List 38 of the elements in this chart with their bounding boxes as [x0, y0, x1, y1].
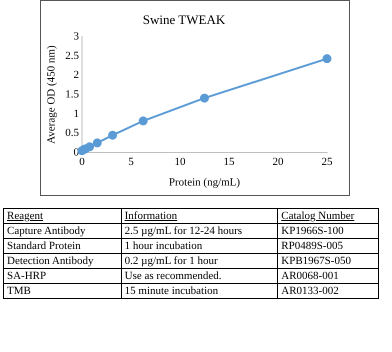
chart-title: Swine TWEAK: [142, 12, 226, 28]
point: [85, 142, 94, 152]
y-tick-label: 2.5: [65, 50, 80, 62]
text: RP0489S-005: [278, 238, 378, 254]
text: TMB: [4, 284, 122, 298]
x-tick-label: 10: [174, 156, 186, 168]
text: 0.2 µg/mL for 1 hour: [121, 254, 278, 268]
text: AR0068-001: [278, 268, 378, 284]
y-tick-label: 1: [73, 108, 79, 120]
x-axis-title: Protein (ng/mL): [168, 176, 240, 188]
text: Use as recommended.: [121, 268, 278, 284]
point: [200, 94, 209, 103]
text: 1 hour incubation: [121, 238, 278, 254]
point: [322, 54, 332, 64]
text: KP1966S-100: [278, 224, 378, 238]
text: Detection Antibody: [4, 254, 122, 268]
text: KPB1967S-050: [278, 254, 378, 268]
text: Capture Antibody: [4, 224, 122, 238]
y-axis-title: Average OD (450 nm): [45, 45, 58, 144]
text: Reagent: [4, 208, 122, 224]
x-tick-label: 5: [128, 156, 134, 168]
y-tick-label: 0.5: [65, 127, 80, 140]
x-tick-label: 20: [272, 156, 284, 168]
text: 15 minute incubation: [121, 284, 278, 298]
y-tick-label: 1.5: [65, 88, 80, 100]
text: Catalog Number: [278, 208, 378, 224]
x-tick-label: 15: [223, 156, 235, 168]
y-tick-label: 2: [73, 69, 79, 82]
y-tick-label: 3: [73, 30, 80, 42]
point: [138, 116, 148, 126]
text: 2.5 µg/mL for 12-24 hours: [121, 224, 278, 238]
point: [92, 138, 102, 148]
text: Information: [121, 208, 278, 224]
text: SA-HRP: [4, 268, 122, 284]
text: AR0133-002: [278, 284, 378, 298]
text: Standard Protein: [4, 238, 122, 254]
x-tick-label: 25: [322, 156, 333, 168]
point: [108, 130, 118, 140]
